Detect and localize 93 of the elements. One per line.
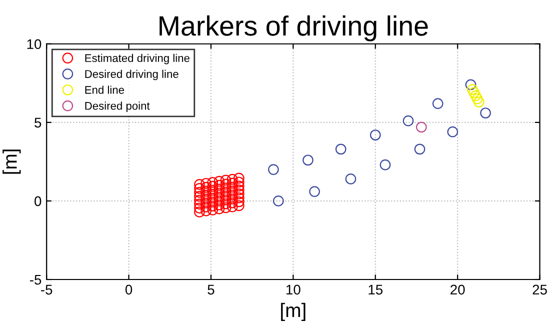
point: [472, 93, 483, 104]
point: [200, 205, 212, 216]
point: [220, 178, 232, 190]
point: [226, 178, 238, 189]
x-tick-label: 10: [286, 284, 300, 295]
point: [207, 200, 218, 212]
point: [345, 174, 356, 184]
point: [194, 190, 205, 202]
point: [480, 108, 491, 118]
point: [226, 197, 238, 208]
point: [194, 206, 205, 218]
point: [234, 196, 244, 208]
x-tick-label: 0: [125, 284, 132, 295]
point: [207, 204, 218, 216]
y-tick-label: 10: [27, 39, 42, 50]
point: [200, 190, 212, 201]
point: [234, 180, 244, 192]
point: [220, 174, 232, 186]
point: [207, 177, 218, 188]
point: [370, 130, 381, 140]
point: [226, 194, 238, 204]
point: [194, 198, 205, 210]
point: [220, 194, 232, 206]
point: [214, 180, 225, 191]
point: [226, 186, 238, 196]
point: [234, 176, 244, 188]
x-tick-label: 5: [208, 284, 214, 295]
point: [447, 126, 458, 138]
point: [468, 87, 480, 98]
point: [226, 190, 238, 200]
point: [335, 144, 346, 155]
point: [268, 164, 279, 175]
point: [470, 90, 482, 102]
point: [214, 188, 225, 199]
point: [194, 202, 205, 214]
y-axis-title: [m]: [2, 150, 21, 174]
point: [200, 198, 212, 208]
point: [309, 186, 320, 197]
point: [214, 203, 225, 214]
point: [432, 98, 444, 109]
point: [214, 192, 225, 202]
chart-title: Markers of driving line: [160, 15, 428, 42]
point: [226, 182, 238, 193]
point: [234, 192, 244, 204]
point: [200, 194, 212, 204]
x-tick-label: 15: [368, 284, 383, 295]
point: [207, 184, 218, 196]
point: [402, 115, 414, 126]
point: [194, 194, 205, 206]
point: [234, 188, 244, 200]
point: [416, 122, 427, 133]
point: [465, 79, 476, 90]
point: [207, 180, 218, 192]
x-tick-label: 25: [532, 284, 547, 295]
point: [220, 202, 232, 214]
point: [474, 96, 484, 108]
point: [214, 196, 225, 206]
point: [200, 178, 212, 189]
point: [220, 198, 232, 210]
point: [194, 182, 205, 194]
y-tick-label: 5: [34, 118, 42, 128]
point: [214, 184, 225, 195]
point: [466, 84, 478, 95]
point: [272, 196, 284, 206]
point: [302, 154, 314, 166]
point: [214, 199, 225, 210]
point: [234, 172, 244, 184]
point: [200, 186, 212, 197]
point: [220, 186, 232, 198]
point: [207, 188, 218, 200]
point: [207, 192, 218, 204]
x-tick-label: 20: [450, 284, 465, 295]
legend-label: End line: [85, 86, 124, 94]
legend-label: Desired point: [85, 102, 150, 112]
y-tick-label: -5: [30, 274, 42, 285]
point: [414, 144, 426, 155]
x-axis-title: [m]: [281, 302, 306, 321]
point: [220, 190, 232, 202]
x-tick-label: -5: [41, 284, 52, 295]
legend-label: Desired driving line: [85, 70, 178, 80]
point: [234, 184, 244, 196]
point: [194, 179, 205, 190]
point: [380, 159, 391, 170]
point: [200, 182, 212, 193]
legend-label: Estimated driving line: [85, 54, 190, 64]
y-tick-label: 0: [34, 196, 42, 206]
point: [194, 186, 205, 198]
point: [214, 176, 225, 187]
point: [226, 201, 238, 212]
point: [234, 200, 244, 212]
point: [226, 174, 238, 185]
point: [207, 196, 218, 208]
point: [200, 202, 212, 212]
